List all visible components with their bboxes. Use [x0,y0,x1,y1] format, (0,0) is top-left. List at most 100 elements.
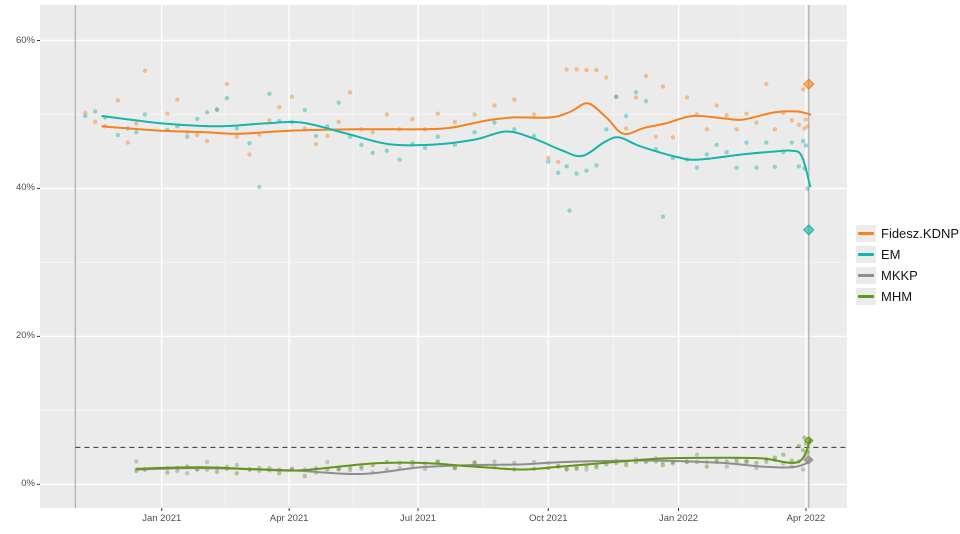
legend-label-mkkp: MKKP [881,268,918,283]
poll-point [764,459,769,465]
poll-point [800,467,806,472]
x-tick-label-jan2021: Jan 2021 [142,513,182,524]
poll-point [694,452,700,457]
plot-panel [40,5,847,508]
poll-point [214,107,220,112]
poll-point [604,75,609,80]
poll-point [670,135,676,140]
poll-point [754,120,759,125]
poll-point [684,95,690,100]
trend-line-fidesz-kdnp [101,102,812,135]
poll-point [472,459,477,465]
poll-point [370,150,375,156]
poll-point [325,133,330,139]
poll-point [347,468,353,473]
poll-point [125,140,130,145]
poll-point [435,459,440,464]
poll-point [185,471,190,476]
poll-point [802,126,807,131]
poll-point [796,122,802,128]
poll-point [660,214,666,219]
poll-point [142,112,147,117]
poll-point [410,116,415,122]
poll-point [643,73,649,79]
poll-point [336,100,341,105]
poll-point [336,119,341,125]
poll-point [195,133,200,138]
poll-point [410,462,415,468]
poll-point [289,94,295,99]
poll-point [772,127,777,132]
poll-point [175,468,180,474]
poll-point [93,109,98,114]
poll-point [567,208,572,213]
poll-point [574,171,579,176]
poll-point [492,459,497,464]
poll-point [724,150,729,155]
y-tick-label-60: 60% [15,34,35,46]
legend-label-fidesz: Fidesz.KDNP [881,226,960,241]
poll-point [267,91,272,97]
poll-point [422,145,428,150]
poll-point [472,130,477,135]
poll-point [754,165,759,170]
poll-point [397,157,402,162]
poll-point [803,117,809,122]
poll-point [796,164,802,169]
poll-point [435,111,440,116]
poll-point [789,458,794,463]
poll-point [670,461,676,466]
y-tick-label-20: 20% [15,330,35,342]
poll-point [594,67,599,73]
legend-item-fidesz: Fidesz.KDNP [856,224,959,243]
poll-point [594,465,599,470]
poll-point [744,459,749,465]
poll-point [694,165,700,170]
poll-point [531,133,537,139]
poll-point [359,464,364,469]
election-result-em [803,224,815,236]
poll-point [134,130,139,135]
poll-point [267,118,272,123]
poll-point [384,112,390,117]
election-result-fidesz-kdnp [803,78,815,90]
poll-point [623,126,629,131]
mkkp-line-swatch [858,274,874,277]
poll-point [234,471,239,476]
em-line-swatch [858,253,874,256]
poll-point [800,448,806,453]
x-tick-label-apr2021: Apr 2021 [269,513,309,524]
poll-point [452,119,457,125]
legend-label-mhm: MHM [881,289,913,304]
poll-point [224,81,230,87]
poll-point [492,120,497,125]
poll-point [336,467,341,472]
poll-point [134,459,139,464]
poll-point [214,469,220,474]
legend-key-em [856,246,876,263]
poll-point [772,164,777,170]
legend-item-mhm: MHM [856,287,959,306]
poll-point [714,457,719,463]
poll-point [93,119,98,125]
poll-point [704,152,709,157]
legend-key-fidesz [856,225,876,242]
poll-point [564,467,569,472]
mhm-line-swatch [858,295,874,298]
poll-point [564,164,569,169]
poll-point [204,110,210,115]
legend-key-mkkp [856,267,876,284]
poll-point [714,142,719,147]
poll-point [234,126,239,131]
poll-point [370,130,375,135]
legend-key-mhm [856,288,876,305]
poll-point [185,134,190,139]
poll-point [115,98,121,103]
poll-point [234,134,239,139]
poll-point [789,140,794,145]
poll-point [556,159,561,164]
poll-point [802,435,807,440]
poll-point [805,124,810,129]
poll-point [734,165,739,170]
poll-point [734,127,739,132]
